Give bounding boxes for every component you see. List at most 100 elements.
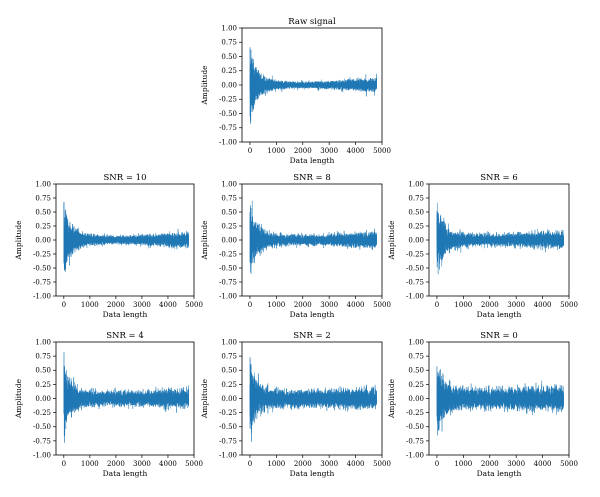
- x-tick-label: 2000: [294, 460, 312, 468]
- x-tick-label: 1000: [81, 301, 99, 309]
- y-tick-label: -1.00: [219, 138, 237, 146]
- y-tick-label: 0.50: [35, 208, 51, 216]
- y-tick-label: 0.00: [408, 395, 424, 403]
- y-axis-label: Amplitude: [200, 220, 209, 261]
- y-tick-label: -0.25: [33, 409, 51, 417]
- y-tick-label: -1.00: [219, 451, 237, 459]
- x-tick-label: 0: [248, 301, 252, 309]
- y-tick-label: 0.25: [221, 381, 237, 389]
- y-tick-label: -1.00: [33, 292, 51, 300]
- y-tick-label: -0.75: [406, 278, 424, 286]
- signal-line: [436, 366, 564, 436]
- y-tick-label: 1.00: [408, 180, 424, 188]
- panel-title: Raw signal: [288, 17, 336, 27]
- y-tick-label: 0.75: [221, 353, 237, 361]
- y-tick-label: 0.50: [408, 208, 424, 216]
- y-tick-label: 0.50: [221, 367, 237, 375]
- y-tick-label: -0.25: [406, 409, 424, 417]
- y-tick-label: -0.75: [33, 437, 51, 445]
- y-tick-label: -1.00: [33, 451, 51, 459]
- signal-line: [249, 200, 377, 274]
- x-tick-label: 0: [248, 460, 252, 468]
- y-tick-label: -1.00: [406, 292, 424, 300]
- y-tick-label: 0.50: [221, 208, 237, 216]
- y-tick-label: 1.00: [221, 338, 237, 346]
- panel-raw: Raw signal 0 1000 2000 3000 4000 5000 -1.00 -0.7…: [200, 17, 391, 165]
- y-tick-label: -0.75: [219, 437, 237, 445]
- x-tick-label: 0: [62, 460, 66, 468]
- y-tick-label: -0.75: [219, 278, 237, 286]
- y-axis-label: Amplitude: [200, 378, 209, 419]
- panel-title: SNR = 0: [480, 331, 518, 341]
- x-tick-label: 0: [248, 147, 252, 155]
- y-tick-label: -0.50: [219, 264, 237, 272]
- x-axis-label: Data length: [103, 310, 148, 319]
- x-axis-label: Data length: [103, 469, 148, 478]
- x-tick-label: 3000: [507, 301, 525, 309]
- y-tick-label: 1.00: [221, 24, 237, 32]
- signal-line: [436, 202, 564, 275]
- panel-title: SNR = 4: [106, 331, 144, 341]
- y-tick-label: 0.00: [35, 395, 51, 403]
- x-tick-label: 0: [435, 460, 439, 468]
- y-tick-label: 0.75: [35, 353, 51, 361]
- y-axis-label: Amplitude: [200, 65, 209, 106]
- panel-snr6: SNR = 6 0 1000 2000 3000 4000 5000 -1.00 -0.75 -0…: [387, 173, 578, 319]
- x-tick-label: 4000: [534, 301, 552, 309]
- x-tick-label: 3000: [320, 460, 338, 468]
- x-tick-label: 2000: [107, 301, 125, 309]
- x-tick-label: 2000: [481, 460, 499, 468]
- x-tick-label: 4000: [347, 147, 365, 155]
- x-tick-label: 3000: [133, 460, 151, 468]
- y-tick-label: 0.75: [221, 39, 237, 47]
- x-tick-label: 2000: [294, 301, 312, 309]
- panel-title: SNR = 6: [480, 173, 518, 183]
- x-tick-label: 2000: [481, 301, 499, 309]
- y-axis-label: Amplitude: [387, 378, 396, 419]
- x-tick-label: 4000: [159, 301, 177, 309]
- y-tick-label: 0.25: [35, 381, 51, 389]
- y-tick-label: -0.50: [219, 110, 237, 118]
- y-tick-label: 0.00: [408, 236, 424, 244]
- x-tick-label: 3000: [320, 301, 338, 309]
- x-tick-label: 2000: [107, 460, 125, 468]
- y-tick-label: 0.75: [408, 194, 424, 202]
- y-tick-label: 0.75: [221, 194, 237, 202]
- y-axis-label: Amplitude: [14, 378, 23, 419]
- signal-line: [63, 352, 190, 443]
- y-tick-label: -0.50: [33, 264, 51, 272]
- y-tick-label: -0.25: [219, 409, 237, 417]
- panel-title: SNR = 10: [103, 173, 146, 183]
- y-tick-label: -0.50: [406, 423, 424, 431]
- x-tick-label: 1000: [454, 460, 472, 468]
- y-tick-label: 0.50: [221, 53, 237, 61]
- y-tick-label: 0.75: [408, 353, 424, 361]
- y-tick-label: 0.75: [35, 194, 51, 202]
- y-tick-label: -0.50: [406, 264, 424, 272]
- x-tick-label: 5000: [373, 301, 391, 309]
- x-tick-label: 5000: [560, 301, 578, 309]
- y-tick-label: -0.50: [33, 423, 51, 431]
- y-tick-label: 0.00: [35, 236, 51, 244]
- y-tick-label: -0.25: [219, 250, 237, 258]
- x-tick-label: 4000: [534, 460, 552, 468]
- x-tick-label: 1000: [267, 460, 285, 468]
- y-tick-label: 1.00: [221, 180, 237, 188]
- y-tick-label: 0.50: [408, 367, 424, 375]
- panel-snr10: SNR = 10 0 1000 2000 3000 4000 5000 -1.00 -0.75 -…: [14, 173, 203, 319]
- x-tick-label: 1000: [81, 460, 99, 468]
- x-tick-label: 3000: [507, 460, 525, 468]
- y-tick-label: -0.75: [33, 278, 51, 286]
- x-axis-label: Data length: [477, 469, 522, 478]
- y-tick-label: -0.50: [219, 423, 237, 431]
- y-axis-label: Amplitude: [387, 220, 396, 261]
- x-tick-label: 5000: [185, 301, 203, 309]
- y-tick-label: -1.00: [406, 451, 424, 459]
- y-tick-label: -0.25: [33, 250, 51, 258]
- x-tick-label: 4000: [347, 460, 365, 468]
- y-tick-label: 1.00: [408, 338, 424, 346]
- x-tick-label: 4000: [159, 460, 177, 468]
- x-tick-label: 4000: [347, 301, 365, 309]
- y-tick-label: -0.25: [219, 96, 237, 104]
- x-tick-label: 5000: [373, 460, 391, 468]
